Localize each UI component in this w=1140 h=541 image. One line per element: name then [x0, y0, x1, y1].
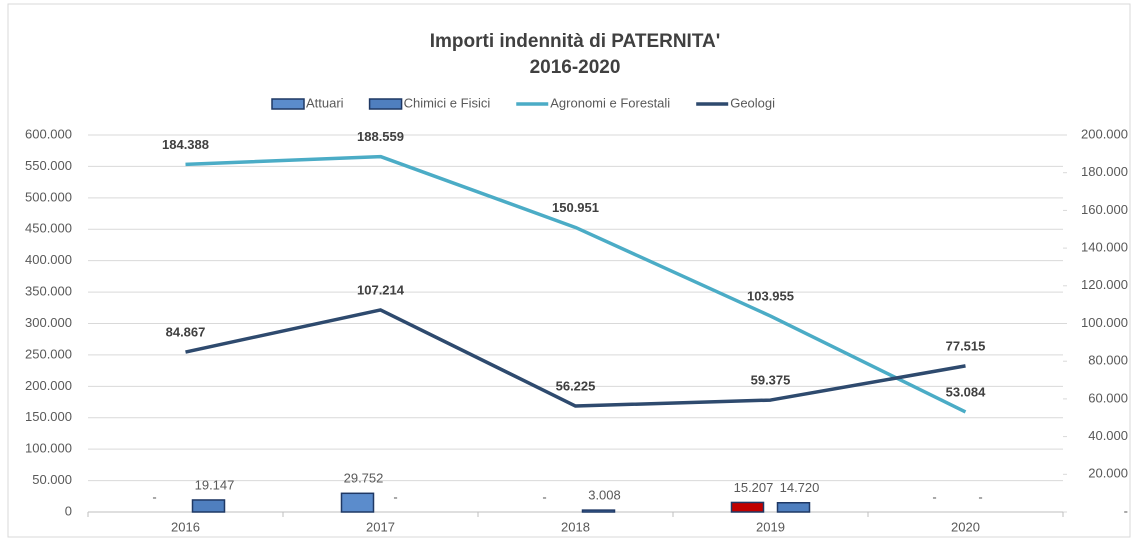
y2-tick-label: - [1124, 503, 1128, 518]
legend-label: Chimici e Fisici [404, 95, 491, 110]
data-label: 14.720 [780, 480, 820, 495]
data-label: 188.559 [357, 129, 404, 144]
y-tick-label: 400.000 [25, 252, 72, 267]
data-label: - [978, 489, 982, 504]
data-label: - [152, 489, 156, 504]
y-tick-label: 250.000 [25, 346, 72, 361]
y-tick-label: 350.000 [25, 284, 72, 299]
bar [340, 492, 375, 513]
y2-tick-label: 160.000 [1081, 202, 1128, 217]
bar [776, 502, 811, 513]
x-tick-label: 2020 [951, 519, 980, 534]
y-tick-label: 150.000 [25, 409, 72, 424]
data-label: 3.008 [588, 488, 621, 503]
y-tick-label: 300.000 [25, 315, 72, 330]
data-label: 84.867 [166, 324, 206, 339]
data-label: - [542, 489, 546, 504]
y-tick-label: 0 [65, 503, 72, 518]
y2-tick-label: 20.000 [1088, 466, 1128, 481]
legend-label: Geologi [730, 95, 775, 110]
legend-label: Attuari [306, 95, 344, 110]
y-tick-label: 600.000 [25, 126, 72, 141]
y2-tick-label: 180.000 [1081, 164, 1128, 179]
y2-tick-label: 100.000 [1081, 315, 1128, 330]
legend-swatch [368, 98, 403, 110]
data-label: 56.225 [556, 378, 596, 393]
legend-label: Agronomi e Forestali [550, 95, 670, 110]
x-tick-label: 2016 [171, 519, 200, 534]
y-tick-label: 200.000 [25, 378, 72, 393]
data-label: - [393, 489, 397, 504]
data-label: 150.951 [552, 200, 599, 215]
data-label: 19.147 [195, 477, 235, 492]
x-tick-label: 2019 [756, 519, 785, 534]
bar [191, 499, 226, 513]
y-tick-label: 550.000 [25, 158, 72, 173]
chart-subtitle: 2016-2020 [530, 57, 621, 78]
data-label: - [932, 489, 936, 504]
data-label: 103.955 [747, 288, 794, 303]
data-label: 15.207 [734, 480, 774, 495]
data-label: 53.084 [946, 384, 987, 399]
y2-tick-label: 40.000 [1088, 428, 1128, 443]
line [185, 154, 967, 414]
y2-tick-label: 60.000 [1088, 390, 1128, 405]
data-label: 107.214 [357, 282, 405, 297]
y-tick-label: 450.000 [25, 221, 72, 236]
line [185, 308, 966, 408]
bar [581, 509, 616, 513]
y2-tick-label: 200.000 [1081, 126, 1128, 141]
y2-tick-label: 140.000 [1081, 240, 1128, 255]
data-label: 29.752 [344, 471, 384, 486]
data-label: 77.515 [946, 338, 986, 353]
y-tick-label: 500.000 [25, 189, 72, 204]
x-tick-label: 2017 [366, 519, 395, 534]
y-tick-label: 50.000 [32, 472, 72, 487]
y-tick-label: 100.000 [25, 441, 72, 456]
y2-tick-label: 80.000 [1088, 353, 1128, 368]
data-label: 184.388 [162, 137, 209, 152]
y2-tick-label: 120.000 [1081, 277, 1128, 292]
data-label: 59.375 [751, 373, 791, 388]
legend-swatch [271, 98, 305, 110]
chart-title: Importi indennità di PATERNITA' [430, 31, 721, 52]
x-tick-label: 2018 [561, 519, 590, 534]
bar [730, 501, 765, 513]
chart-frame [7, 3, 1131, 538]
